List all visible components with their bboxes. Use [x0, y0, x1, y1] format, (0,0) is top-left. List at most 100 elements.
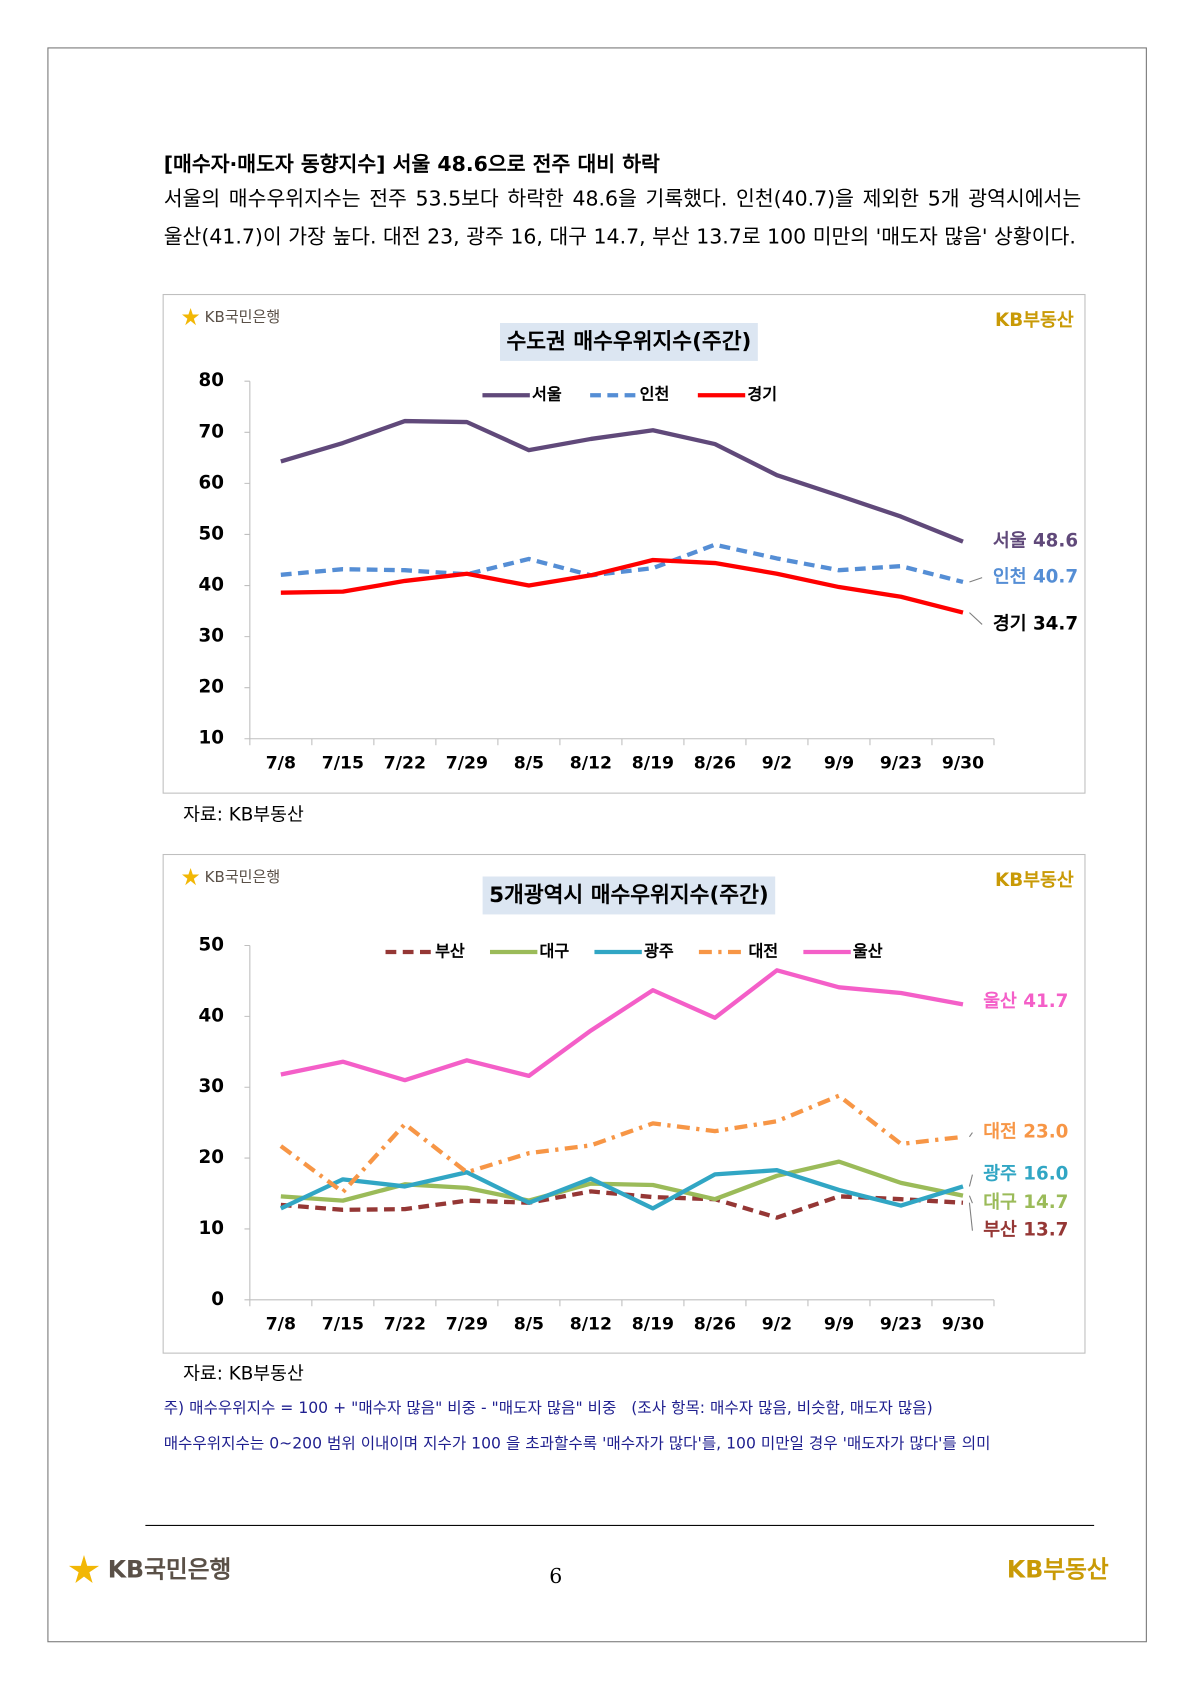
chart-title: 수도권 매수우위지수(주간): [506, 329, 751, 354]
end-label: 울산 41.7: [983, 991, 1068, 1012]
series-line: [280, 542, 964, 585]
bank-logo: KB국민은행: [107, 1557, 232, 1585]
end-label-value: 48.6: [1033, 531, 1078, 552]
x-tick-label: 8/12: [570, 1315, 612, 1335]
end-label-name: 부산: [983, 1220, 1017, 1241]
chart-box: KB국민은행 KB부동산 수도권 매수우위지수(주간) 10 20 30 40 50 60 70 8…: [162, 293, 1086, 794]
realestate-logo: KB부동산: [1006, 1557, 1109, 1585]
x-tick-label: 7/8: [266, 754, 296, 774]
x-tick-label: 8/19: [632, 1315, 674, 1335]
y-tick-label: 50: [199, 935, 224, 956]
x-tick-label: 9/2: [762, 754, 792, 774]
source: 자료: KB부동산: [183, 1363, 304, 1385]
end-label-value: 23.0: [1023, 1122, 1068, 1143]
source: 자료: KB부동산: [183, 804, 304, 826]
end-label-name: 서울: [993, 531, 1027, 552]
y-tick-label: 60: [199, 472, 224, 493]
x-tick-label: 9/2: [762, 1315, 792, 1335]
end-label-name: 경기: [993, 613, 1027, 634]
x-tick-label: 9/9: [824, 1315, 854, 1335]
legend-label: 울산: [853, 941, 883, 960]
y-tick-label: 10: [199, 1218, 224, 1239]
x-tick-label: 9/23: [880, 754, 922, 774]
x-tick-label: 8/5: [514, 1315, 544, 1335]
divider: [145, 1524, 1095, 1526]
end-label-value: 13.7: [1023, 1220, 1068, 1241]
label-connector: [969, 612, 983, 625]
y-tick-label: 20: [199, 1147, 224, 1168]
x-tick-label: 8/12: [570, 754, 612, 774]
label-connector: [968, 1195, 973, 1204]
x-tick-label: 7/29: [446, 1315, 488, 1335]
x-tick-label: 8/5: [514, 754, 544, 774]
x-tick-label: 8/19: [632, 754, 674, 774]
end-label: 서울 48.6: [993, 531, 1078, 552]
y-tick-label: 80: [199, 370, 224, 391]
realestate-logo: KB부동산: [995, 870, 1074, 891]
heading: [매수자·매도자 동향지수] 서울 48.6으로 전주 대비 하락: [163, 152, 660, 177]
y-tick-label: 50: [199, 523, 224, 544]
legend-label: 경기: [747, 385, 777, 404]
y-tick-label: 10: [199, 728, 224, 749]
end-label: 경기 34.7: [993, 613, 1078, 634]
end-label: 대전 23.0: [983, 1122, 1068, 1143]
x-tick-label: 7/15: [322, 754, 364, 774]
logo-star: [181, 307, 200, 326]
paragraph: 서울의 매수우위지수는 전주 53.5보다 하락한 48.6을 기록했다. 인천…: [163, 187, 1082, 249]
logo-star: [181, 867, 200, 886]
logo-star: [68, 1555, 100, 1584]
x-tick-label: 9/30: [942, 1315, 984, 1335]
note: 주) 매수우위지수 = 100 + "매수자 많음" 비중 - "매도자 많음"…: [163, 1399, 933, 1418]
legend-label: 대구: [540, 941, 570, 960]
bank-logo: KB국민은행: [205, 308, 281, 326]
chart-box: KB국민은행 KB부동산 5개광역시 매수우위지수(주간) 0 10 20 30 40 50 7/…: [162, 853, 1086, 1354]
end-label-name: 울산: [983, 991, 1017, 1012]
end-label-value: 40.7: [1033, 567, 1078, 588]
series-line: [280, 968, 964, 1083]
end-label-value: 41.7: [1023, 991, 1068, 1012]
label-connector: [968, 1132, 973, 1138]
end-label-name: 대전: [983, 1122, 1017, 1143]
legend-label: 인천: [640, 385, 670, 404]
x-tick-label: 7/22: [384, 754, 426, 774]
end-label-name: 인천: [993, 567, 1027, 588]
end-label-value: 34.7: [1033, 613, 1078, 634]
note: 매수우위지수는 0~200 범위 이내이며 지수가 100 을 초과할수록 '매…: [163, 1435, 991, 1453]
y-tick-label: 0: [211, 1289, 224, 1310]
series-line: [280, 418, 964, 544]
x-tick-label: 7/29: [446, 754, 488, 774]
title-background: [499, 322, 758, 361]
y-tick-label: 40: [199, 1005, 224, 1026]
legend-label: 부산: [435, 941, 465, 960]
y-tick-label: 20: [199, 677, 224, 698]
y-tick-label: 30: [199, 1076, 224, 1097]
series-line: [280, 557, 964, 615]
y-tick-label: 30: [199, 626, 224, 647]
label-connector: [969, 577, 983, 583]
x-tick-label: 7/22: [384, 1315, 426, 1335]
series-line: [280, 1189, 964, 1220]
y-tick-label: 70: [199, 421, 224, 442]
legend-label: 대전: [748, 941, 778, 960]
chart: KB국민은행 KB부동산 5개광역시 매수우위지수(주간) 0 10 20 30 40 50 7/…: [181, 867, 1074, 1335]
realestate-logo: KB부동산: [995, 310, 1074, 331]
x-tick-label: 8/26: [694, 754, 736, 774]
end-label: 광주 16.0: [983, 1164, 1068, 1185]
legend-label: 서울: [532, 385, 562, 404]
end-label-value: 14.7: [1023, 1192, 1068, 1213]
chart-title: 5개광역시 매수우위지수(주간): [489, 883, 769, 908]
bank-logo: KB국민은행: [205, 868, 281, 886]
end-label: 대구 14.7: [983, 1192, 1068, 1213]
x-tick-label: 8/26: [694, 1315, 736, 1335]
end-label-name: 광주: [983, 1164, 1017, 1185]
page-frame: [47, 47, 1147, 1643]
label-connector: [968, 1202, 973, 1231]
x-tick-label: 7/15: [322, 1315, 364, 1335]
label-connector: [968, 1174, 973, 1187]
page-number: 6: [549, 1564, 563, 1589]
series-line: [279, 1167, 964, 1211]
x-tick-label: 9/23: [880, 1315, 922, 1335]
